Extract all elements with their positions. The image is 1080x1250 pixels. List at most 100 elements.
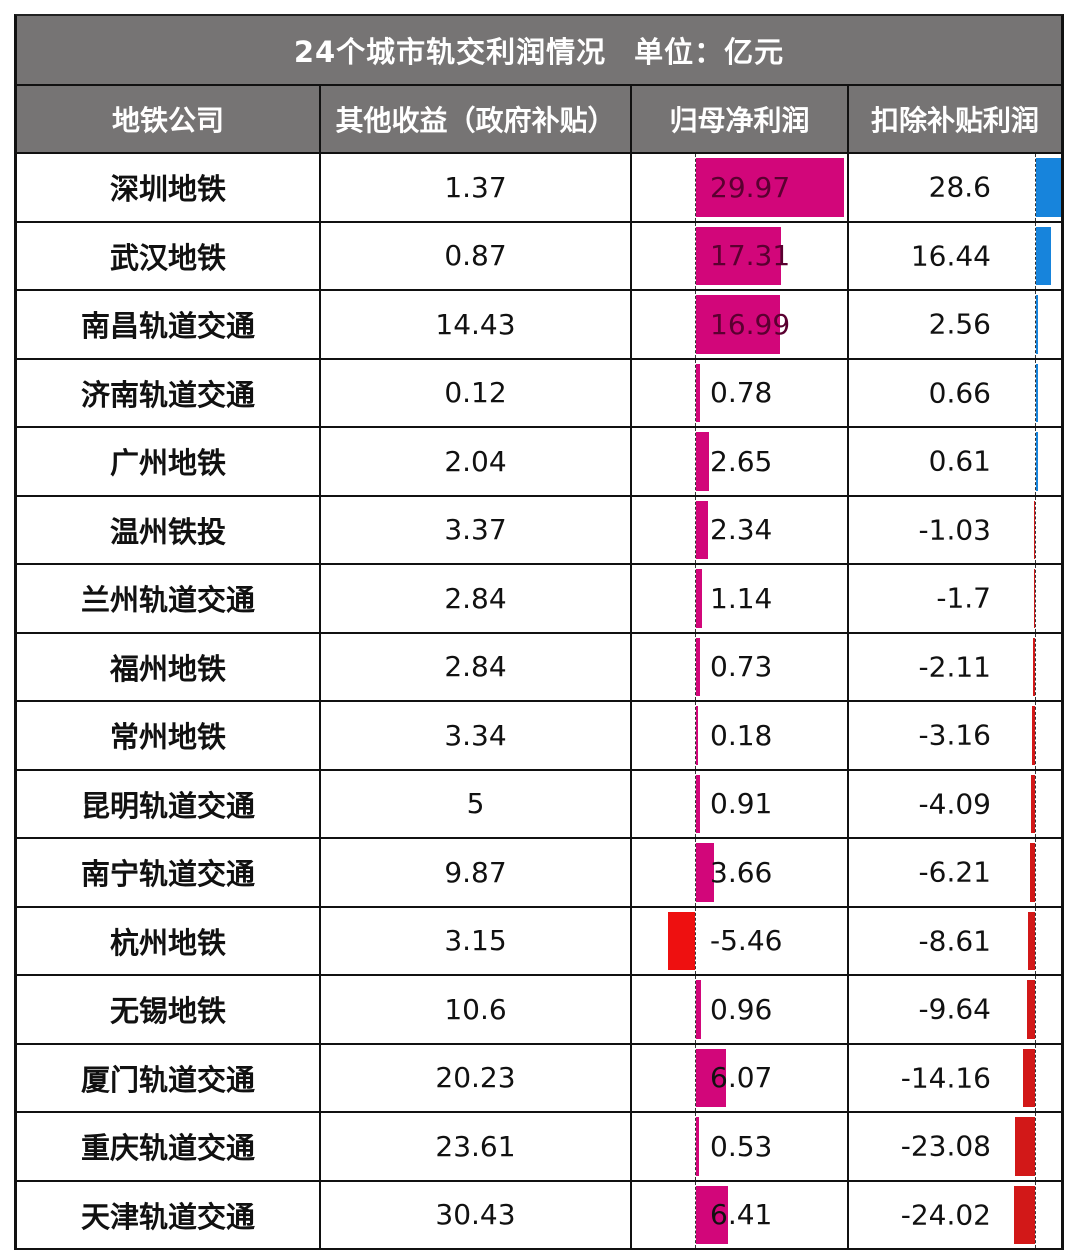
subsidy-value: 0.12 [321,360,632,427]
ex-subsidy-value: 16.44 [911,239,991,272]
ex-subsidy-bar [1023,1049,1035,1108]
ex-subsidy-cell: 28.6 [849,154,1061,221]
ex-subsidy-bar [1036,364,1038,423]
net-profit-cell: 1.14 [632,565,849,632]
net-profit-value: 3.66 [632,856,772,889]
header-ex-subsidy: 扣除补贴利润 [849,86,1061,152]
company-name: 武汉地铁 [17,223,321,290]
ex-subsidy-cell: 16.44 [849,223,1061,290]
subsidy-value: 9.87 [321,839,632,906]
subsidy-value: 20.23 [321,1045,632,1112]
net-profit-value: 29.97 [632,171,790,204]
data-bar-axis [1035,223,1036,290]
net-profit-value: -5.46 [632,924,782,957]
data-bar-axis [1035,428,1036,495]
data-bar-axis [1035,497,1036,564]
net-profit-value: 16.99 [632,308,790,341]
net-profit-cell: 2.34 [632,497,849,564]
subsidy-value: 23.61 [321,1113,632,1180]
net-profit-value: 1.14 [632,582,772,615]
net-profit-cell: 0.73 [632,634,849,701]
header-row: 地铁公司 其他收益（政府补贴） 归母净利润 扣除补贴利润 [17,86,1061,154]
company-name: 广州地铁 [17,428,321,495]
company-name: 常州地铁 [17,702,321,769]
header-net-profit: 归母净利润 [632,86,849,152]
company-name: 无锡地铁 [17,976,321,1043]
net-profit-cell: 16.99 [632,291,849,358]
company-name: 天津轨道交通 [17,1182,321,1249]
subsidy-value: 3.34 [321,702,632,769]
net-profit-value: 0.18 [632,719,772,752]
net-profit-value: 17.31 [632,239,790,272]
header-subsidy: 其他收益（政府补贴） [321,86,632,152]
ex-subsidy-bar [1028,912,1035,971]
ex-subsidy-cell: -9.64 [849,976,1061,1043]
company-name: 南宁轨道交通 [17,839,321,906]
ex-subsidy-cell: -4.09 [849,771,1061,838]
ex-subsidy-cell: -14.16 [849,1045,1061,1112]
ex-subsidy-value: -14.16 [901,1061,991,1094]
company-name: 福州地铁 [17,634,321,701]
data-bar-axis [1035,976,1036,1043]
data-bar-axis [1035,360,1036,427]
data-bar-axis [1035,1113,1036,1180]
net-profit-value: 0.53 [632,1130,772,1163]
net-profit-value: 2.34 [632,513,772,546]
ex-subsidy-value: -8.61 [919,924,991,957]
ex-subsidy-cell: -2.11 [849,634,1061,701]
company-name: 济南轨道交通 [17,360,321,427]
ex-subsidy-cell: -3.16 [849,702,1061,769]
subsidy-value: 10.6 [321,976,632,1043]
ex-subsidy-value: -2.11 [919,650,991,683]
data-bar-axis [1035,565,1036,632]
ex-subsidy-value: -9.64 [919,993,991,1026]
data-bar-axis [1035,771,1036,838]
ex-subsidy-bar [1036,295,1038,354]
data-bar-axis [1035,154,1036,221]
subsidy-value: 1.37 [321,154,632,221]
net-profit-value: 0.91 [632,787,772,820]
net-profit-cell: 6.07 [632,1045,849,1112]
ex-subsidy-bar [1036,432,1038,491]
company-name: 重庆轨道交通 [17,1113,321,1180]
net-profit-cell: 0.96 [632,976,849,1043]
net-profit-value: 0.96 [632,993,772,1026]
ex-subsidy-value: 28.6 [929,171,991,204]
net-profit-cell: 0.18 [632,702,849,769]
ex-subsidy-cell: -1.7 [849,565,1061,632]
ex-subsidy-value: -1.03 [919,513,991,546]
subsidy-value: 2.84 [321,634,632,701]
ex-subsidy-cell: -1.03 [849,497,1061,564]
table-title-row: 24个城市轨交利润情况 单位：亿元 [17,16,1061,86]
ex-subsidy-cell: -24.02 [849,1182,1061,1249]
subsidy-value: 3.15 [321,908,632,975]
company-name: 杭州地铁 [17,908,321,975]
ex-subsidy-value: -3.16 [919,719,991,752]
ex-subsidy-bar [1036,227,1051,286]
company-name: 南昌轨道交通 [17,291,321,358]
net-profit-cell: 6.41 [632,1182,849,1249]
table-unit: 单位：亿元 [634,29,784,71]
net-profit-cell: 29.97 [632,154,849,221]
company-name: 深圳地铁 [17,154,321,221]
ex-subsidy-cell: 0.66 [849,360,1061,427]
header-company: 地铁公司 [17,86,321,152]
net-profit-cell: 0.78 [632,360,849,427]
net-profit-cell: 0.53 [632,1113,849,1180]
company-name: 昆明轨道交通 [17,771,321,838]
net-profit-cell: -5.46 [632,908,849,975]
net-profit-value: 2.65 [632,445,772,478]
ex-subsidy-cell: -23.08 [849,1113,1061,1180]
ex-subsidy-cell: -6.21 [849,839,1061,906]
ex-subsidy-value: -6.21 [919,856,991,889]
net-profit-value: 6.41 [632,1198,772,1231]
company-name: 温州铁投 [17,497,321,564]
